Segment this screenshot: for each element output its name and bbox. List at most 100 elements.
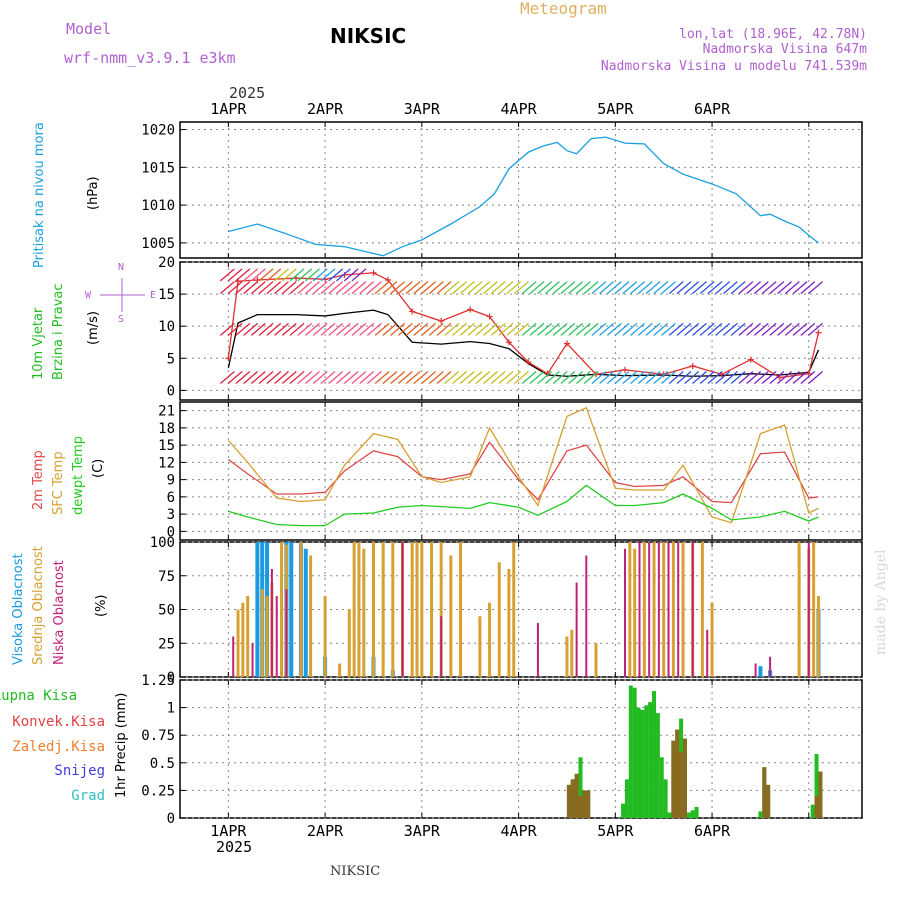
gust-marker xyxy=(689,362,696,369)
wind-barb xyxy=(227,268,243,282)
bar-konvek-kisa xyxy=(566,784,571,818)
wind-barb xyxy=(219,268,235,282)
y-tick-label: 75 xyxy=(158,569,175,585)
y-tick-label: 0 xyxy=(167,811,175,827)
wind-barb xyxy=(808,322,823,336)
bar-niska xyxy=(638,542,641,677)
wind-barb xyxy=(374,322,390,336)
gust-marker xyxy=(225,355,232,362)
wind-barb xyxy=(320,268,336,282)
wind-barb xyxy=(761,281,777,295)
wind-barb xyxy=(614,371,630,385)
wind-barb xyxy=(552,371,568,385)
wind-barb xyxy=(800,281,816,295)
bar-niska xyxy=(401,542,404,677)
wind-barb xyxy=(219,322,235,336)
bar-srednja xyxy=(347,609,351,677)
wind-barb xyxy=(529,281,545,295)
wind-barb xyxy=(328,322,344,336)
bar-ukupna-kisa xyxy=(659,757,664,818)
wind-barb xyxy=(676,371,692,385)
wind-barb xyxy=(250,268,266,282)
bar-srednja xyxy=(797,542,801,677)
wind-barb xyxy=(382,371,398,385)
wind-barb xyxy=(661,322,676,336)
wind-barb xyxy=(343,371,359,385)
y-tick-label: 18 xyxy=(158,421,175,437)
y-tick-label: 100 xyxy=(150,535,175,551)
gust-marker xyxy=(370,269,377,276)
bar-srednja xyxy=(299,542,303,677)
wind-barb xyxy=(250,281,266,295)
bar-srednja xyxy=(260,589,264,677)
bar-niska xyxy=(251,643,254,677)
wind-barb xyxy=(289,268,305,282)
wind-barb xyxy=(676,322,692,336)
wind-barb xyxy=(405,322,421,336)
bar-srednja xyxy=(570,629,574,677)
wind-barb xyxy=(560,322,576,336)
wind-barb xyxy=(498,371,514,385)
bar-srednja xyxy=(410,542,414,677)
wind-barb xyxy=(637,371,653,385)
wind-barb xyxy=(630,322,645,336)
panel-frame xyxy=(179,261,863,401)
wind-barb xyxy=(243,322,259,336)
bar-niska xyxy=(667,542,670,677)
wind-title-2: Brzina i Pravac xyxy=(51,283,66,380)
bar-srednja xyxy=(628,542,632,677)
wind-barb xyxy=(529,322,545,336)
bar-konvek-kisa xyxy=(682,738,687,818)
bar-ukupna-kisa xyxy=(628,685,633,818)
bar-srednja xyxy=(439,542,443,677)
wind-barb xyxy=(258,322,274,336)
wind-barb xyxy=(250,322,266,336)
wind-barb xyxy=(653,281,669,295)
temp-unit: (C) xyxy=(91,459,106,478)
y-tick-label: 0.25 xyxy=(141,783,175,799)
wind-barb xyxy=(452,322,467,336)
top-year-label: 2025 xyxy=(229,84,265,102)
wind-barb xyxy=(459,281,475,295)
wind-barb xyxy=(436,281,452,295)
wind-barb xyxy=(722,281,738,295)
wind-barb xyxy=(297,322,313,336)
bar-ukupna-kisa xyxy=(652,691,657,818)
compass-s: S xyxy=(118,314,124,325)
wind-barb xyxy=(436,371,452,385)
bar-ukupna-kisa xyxy=(758,811,763,818)
bar-ukupna-kisa xyxy=(690,810,695,818)
wind-barb xyxy=(343,322,359,336)
wind-barb xyxy=(274,322,289,336)
wind-barb xyxy=(243,371,259,385)
gust-marker xyxy=(805,370,812,377)
gust-marker xyxy=(747,356,754,363)
wind-barb xyxy=(305,268,320,282)
wind-barb xyxy=(421,281,437,295)
wind-barb xyxy=(692,281,707,295)
gust-marker xyxy=(621,366,628,373)
legend-frz-rain: Zaledj.Kisa xyxy=(12,739,105,755)
wind-barb xyxy=(227,322,243,336)
x-bottom-label: 6APR xyxy=(694,822,731,840)
wind-barb xyxy=(444,281,460,295)
wind-barb xyxy=(467,371,483,385)
bar-konvek-kisa xyxy=(762,767,767,818)
wind-barb xyxy=(351,268,367,282)
bar-srednja xyxy=(710,602,714,677)
wind-barb xyxy=(560,281,576,295)
wind-barb xyxy=(328,268,344,282)
wind-barb xyxy=(668,322,684,336)
wind-barb xyxy=(428,281,444,295)
bar-srednja xyxy=(236,609,240,677)
gust-marker xyxy=(409,308,416,315)
wind-barb xyxy=(490,371,506,385)
wind-barb xyxy=(243,268,259,282)
wind-barb xyxy=(382,281,398,295)
wind-barb xyxy=(599,281,615,295)
bar-konvek-kisa xyxy=(586,790,591,818)
bar-ukupna-kisa xyxy=(694,806,699,818)
wind-barb xyxy=(281,371,297,385)
wind-barb xyxy=(784,322,800,336)
